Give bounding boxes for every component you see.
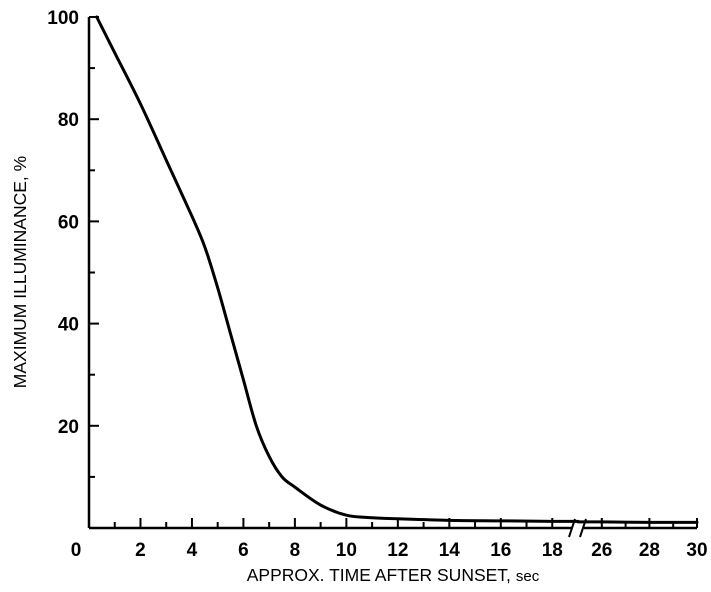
x-axis-title-unit: sec	[516, 568, 540, 585]
series-line-1	[95, 15, 580, 523]
x-tick-label: 28	[639, 540, 660, 561]
x-tick-label: 18	[542, 540, 563, 561]
x-axis-title-main: APPROX. TIME AFTER SUNSET,	[247, 565, 511, 585]
x-tick-label: 30	[686, 540, 707, 561]
y-tick-label: 80	[58, 110, 79, 131]
x-tick-label: 2	[135, 540, 146, 561]
x-tick-label: 8	[290, 540, 301, 561]
series	[95, 15, 699, 524]
x-tick-label: 12	[387, 540, 408, 561]
x-axis-title: APPROX. TIME AFTER SUNSET, sec	[247, 565, 540, 585]
x-tick-label: 4	[187, 540, 198, 561]
x-tick-label: 26	[591, 540, 612, 561]
x-tick-label: 6	[238, 540, 249, 561]
y-tick-label: 40	[58, 315, 79, 336]
x-tick-label: 16	[490, 540, 511, 561]
x-tick-label: 0	[71, 540, 82, 561]
x-tick-label: 14	[439, 540, 461, 561]
series-line-2	[576, 520, 699, 524]
axes	[87, 17, 697, 538]
y-tick-label: 100	[47, 8, 79, 29]
ticks	[89, 16, 698, 528]
y-tick-label: 60	[58, 212, 79, 233]
y-tick-label: 20	[58, 417, 79, 438]
tick-labels: 20 40 60 80 100 0 2 4 6 8 10 12 14 16 18 26 28 30	[47, 8, 707, 561]
y-axis-title: MAXIMUM ILLUMINANCE, %	[10, 156, 30, 388]
x-tick-label: 10	[336, 540, 357, 561]
